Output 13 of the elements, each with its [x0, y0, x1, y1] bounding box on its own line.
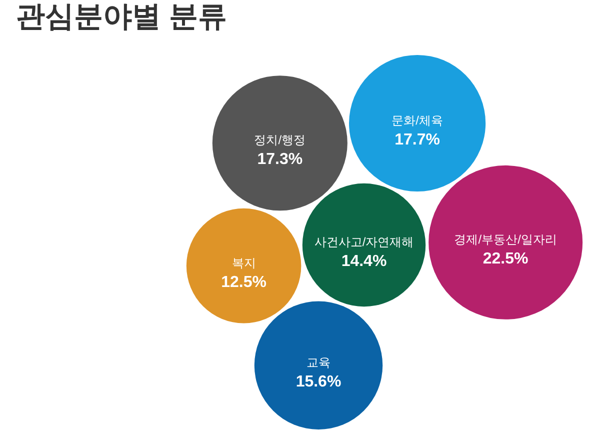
category-label: 문화/체육 — [392, 113, 443, 128]
data-label: 15.6% — [296, 373, 342, 390]
category-label: 복지 — [232, 256, 256, 270]
category-label: 사건사고/자연재해 — [314, 235, 414, 249]
category-label: 경제/부동산/일자리 — [454, 232, 557, 246]
data-label: 12.5% — [221, 274, 266, 291]
category-label: 교육 — [306, 355, 330, 370]
category-label: 정치/행정 — [254, 133, 306, 148]
data-label: 22.5% — [482, 250, 528, 268]
data-label: 17.3% — [257, 151, 303, 168]
data-label: 17.7% — [394, 131, 440, 148]
text: 관심분야별 분류 — [16, 1, 228, 33]
data-label: 14.4% — [341, 253, 387, 270]
